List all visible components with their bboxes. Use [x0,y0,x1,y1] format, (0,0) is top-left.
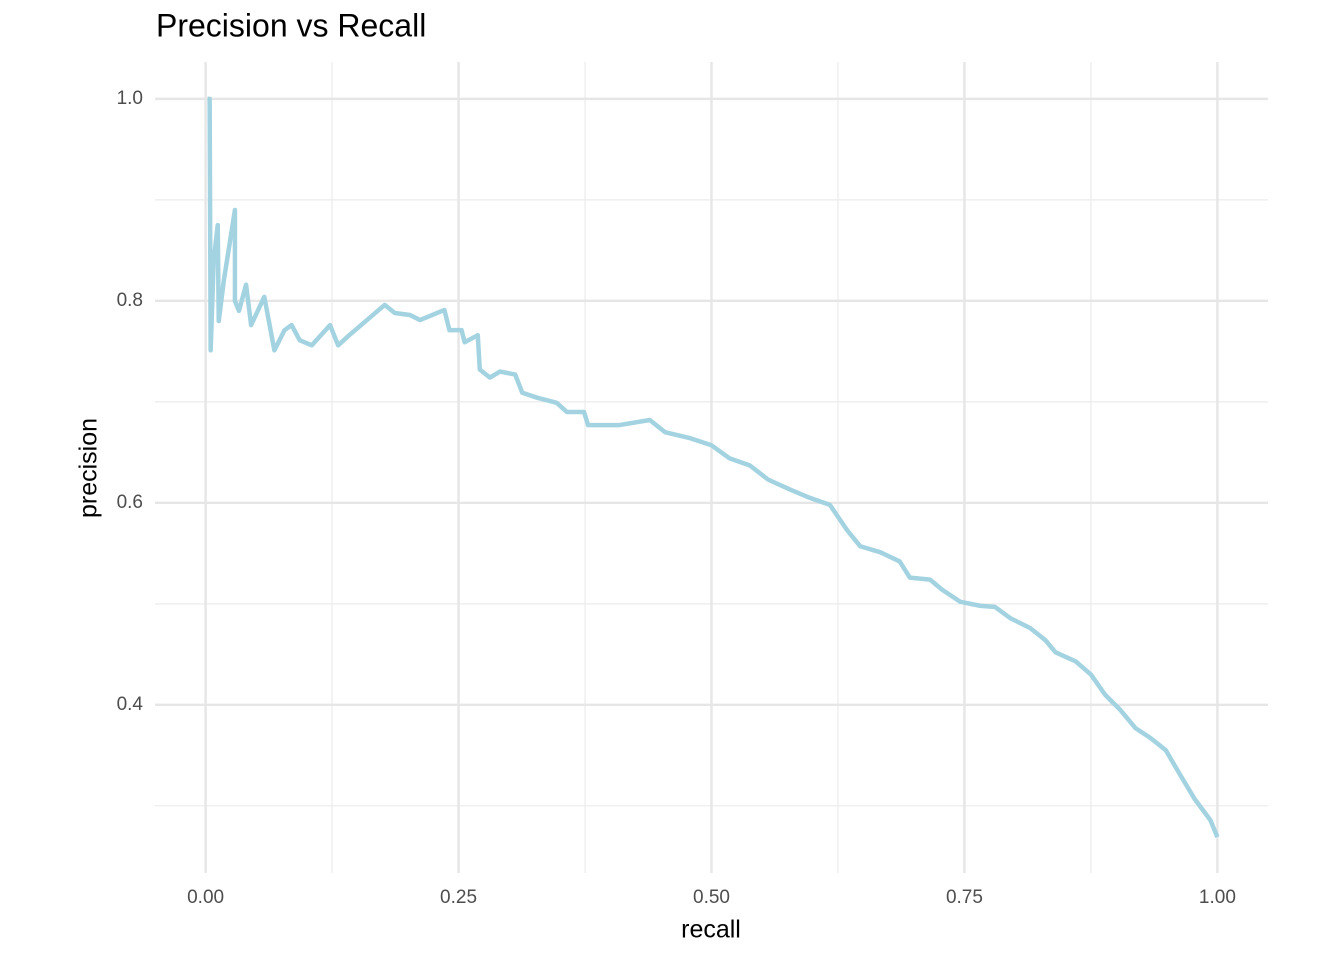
x-tick-label: 0.00 [187,887,224,908]
x-tick-label: 0.50 [693,887,730,908]
y-tick-label: 0.4 [117,694,144,715]
y-tick-label: 0.8 [117,290,143,311]
y-axis-title: precision [75,418,103,518]
x-tick-label: 1.00 [1199,887,1236,908]
y-tick-label: 1.0 [117,88,143,109]
x-tick-label: 0.25 [440,887,477,908]
chart-title: Precision vs Recall [156,7,426,43]
y-tick-label: 0.6 [117,492,143,513]
x-axis-title: recall [681,916,741,944]
x-tick-label: 0.75 [946,887,983,908]
pr-curve [207,96,1220,839]
